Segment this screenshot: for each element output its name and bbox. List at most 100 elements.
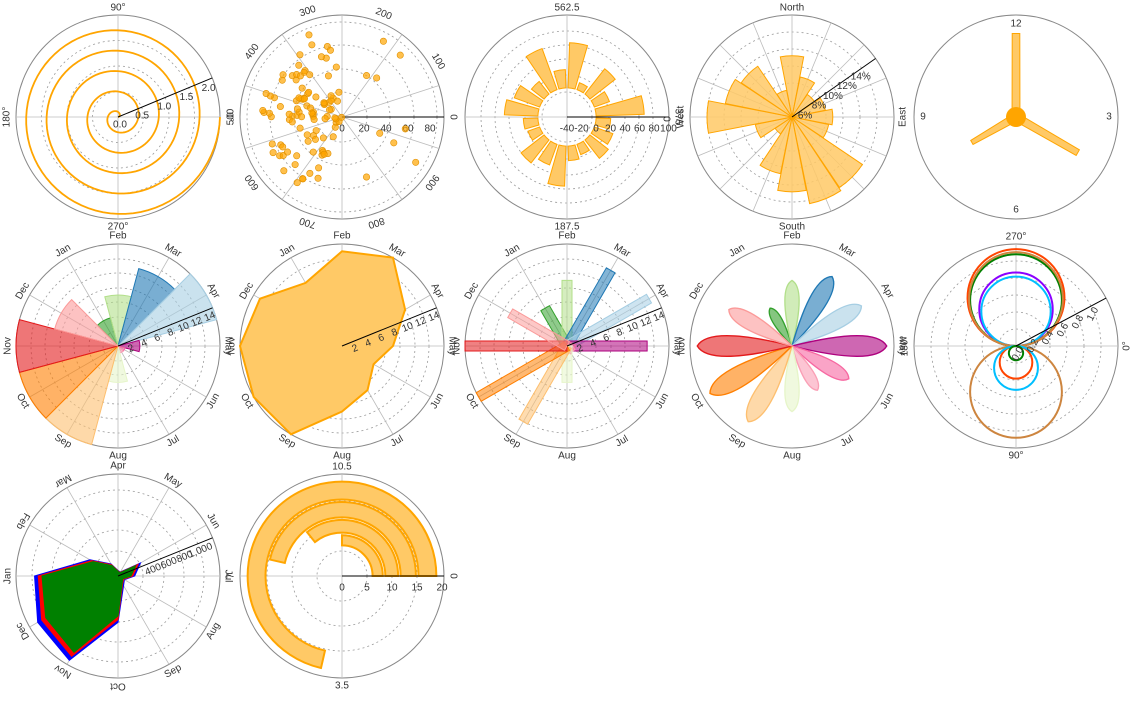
angle-label: 200 — [374, 6, 394, 23]
wind-sector — [777, 116, 807, 193]
angle-label: 7 — [226, 573, 237, 579]
scatter-point — [300, 95, 308, 103]
scatter-point — [396, 51, 404, 59]
month-label: May — [896, 337, 907, 356]
bar — [590, 126, 614, 145]
chart-scatter: 0204060801002003004005006007008009000 — [226, 4, 459, 231]
radial-tick-label: 6 — [602, 332, 612, 344]
radial-tick-label: 8 — [166, 327, 176, 339]
grid-spoke — [341, 85, 440, 118]
radial-tick-label: 8 — [390, 327, 400, 339]
radial-tick-label: 0 — [339, 124, 345, 135]
angle-label: 180° — [2, 107, 13, 128]
wind-sector — [740, 65, 793, 118]
radial-tick-label: 4 — [140, 337, 150, 349]
scatter-point — [319, 134, 327, 142]
scatter-point — [311, 135, 319, 143]
wind-sector — [706, 100, 793, 134]
scatter-point — [373, 74, 381, 82]
scatter-point — [315, 164, 323, 172]
scatter-point — [324, 72, 332, 80]
scatter-point — [291, 161, 299, 169]
radial-tick-label: 20 — [358, 124, 370, 135]
radial-tick-label: 6% — [798, 110, 813, 121]
scatter-point — [332, 63, 340, 71]
wind-sector — [776, 89, 793, 118]
angle-label: 0° — [1122, 341, 1133, 351]
month-label: Nov — [3, 337, 14, 355]
radial-tick-label: 2 — [127, 343, 137, 355]
month-label: Nov — [227, 337, 238, 355]
scatter-point — [314, 174, 322, 182]
grid-spoke — [117, 487, 170, 577]
scatter-point — [279, 143, 287, 151]
radial-tick-label: 0.5 — [135, 110, 149, 121]
grid-spoke — [66, 487, 119, 577]
month-label: Aug — [783, 451, 801, 462]
bar — [567, 144, 580, 162]
scatter-point — [262, 89, 270, 97]
radial-tick-label: 2.0 — [202, 83, 216, 94]
radial-axis-line — [117, 307, 213, 347]
scatter-point — [331, 114, 339, 122]
bar — [537, 140, 558, 166]
chart-clock: 12 3 6 9 — [913, 14, 1119, 220]
radial-tick-label: 4 — [364, 337, 374, 349]
radial-axis-line — [791, 58, 876, 118]
chart-month-area: 2 4 6 8 101214JanFebMarAprMayJunJulAugSepOct… — [227, 231, 458, 462]
month-bar — [116, 273, 218, 347]
month-label: Feb — [109, 231, 127, 242]
month-label: May — [671, 337, 682, 356]
wind-sector — [791, 76, 816, 118]
radial-tick-label: 2 — [576, 343, 586, 355]
chart-spiral: 0.0 0.5 1.0 1.5 2.0 90° 180° 270° 0° — [2, 3, 235, 233]
scatter-point — [376, 129, 384, 137]
scatter-point — [329, 133, 337, 141]
radial-tick-label: 10 — [386, 583, 398, 594]
radial-tick-label: 12% — [837, 81, 857, 92]
bar — [553, 69, 567, 90]
radial-tick-label: 20 — [436, 583, 448, 594]
angle-label: East — [898, 107, 909, 127]
month-label: Aug — [558, 451, 576, 462]
grid-spoke — [566, 345, 656, 398]
wind-sector — [724, 78, 793, 118]
radial-tick-label: 8% — [812, 101, 827, 112]
angle-label: 90° — [1008, 451, 1023, 462]
scatter-point — [298, 84, 306, 92]
radial-tick-label: 0 — [339, 583, 345, 594]
scatter-point — [293, 105, 301, 113]
scatter-point — [363, 173, 371, 181]
bar — [522, 117, 540, 130]
petal — [784, 345, 800, 413]
month-bar — [54, 298, 120, 347]
scatter-point — [308, 41, 316, 49]
radial-tick-label: 10 — [626, 320, 641, 335]
chart-stacked-months: 4006008001,000JanFebMarAprMayJunJulAugSe… — [3, 461, 234, 692]
scatter-point — [268, 140, 276, 148]
scatter-point — [309, 148, 317, 156]
radial-axis-line — [117, 537, 213, 577]
scatter-point — [296, 72, 304, 80]
petal — [791, 303, 863, 347]
scatter-point — [320, 99, 328, 107]
chart-month-bars: 2 4 6 8 101214JanFebMarAprMayJunJulAugSepOct… — [3, 231, 234, 462]
bar — [584, 134, 610, 160]
scatter-point — [276, 103, 284, 111]
radial-tick-label: 60 — [634, 124, 646, 135]
bar — [530, 80, 550, 100]
radial-tick-label: 15 — [411, 583, 423, 594]
petal — [696, 335, 793, 357]
angle-label: 0 — [660, 116, 671, 122]
radial-tick-label: 100 — [660, 124, 677, 135]
scatter-point — [299, 175, 307, 183]
hour-label: 3 — [1106, 112, 1112, 123]
scatter-point — [312, 93, 320, 101]
radial-tick-label: 40 — [380, 124, 392, 135]
scatter-point — [338, 113, 346, 121]
scatter-point — [320, 150, 328, 158]
radial-tick-label: 1.5 — [179, 92, 193, 103]
petal — [791, 335, 888, 357]
